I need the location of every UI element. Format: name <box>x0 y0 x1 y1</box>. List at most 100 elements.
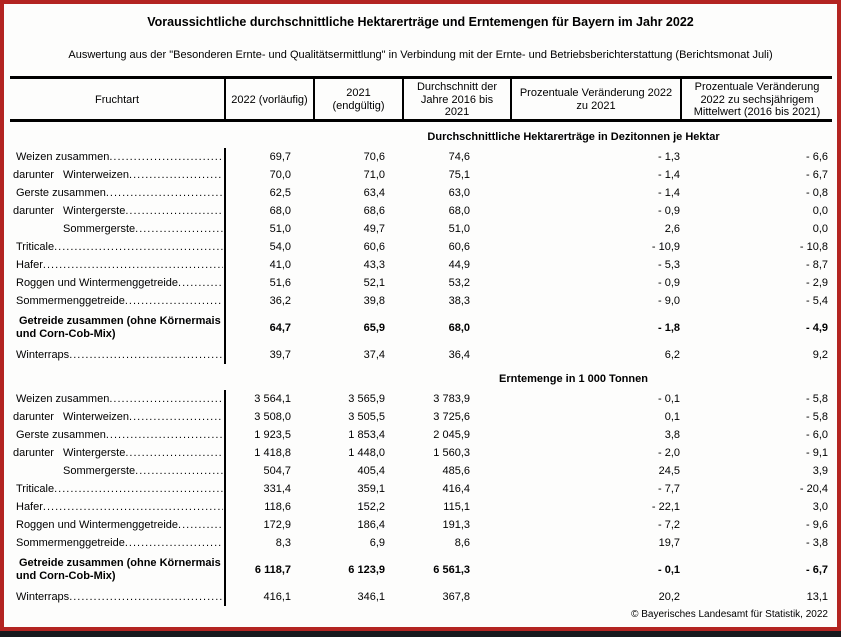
dot-leader <box>69 591 223 603</box>
row-label-text: Hafer <box>16 501 43 513</box>
cell-value: - 5,4 <box>805 295 828 307</box>
cell-value: 68,0 <box>448 322 470 334</box>
cell-value: 39,8 <box>363 295 385 307</box>
table-row: Sommermenggetreide 36,2 39,8 38,3 - 9,0 - 5,4 <box>10 292 832 310</box>
row-label: Sommermenggetreide <box>13 537 223 549</box>
table-row: Sommergerste 504,7 405,4 485,6 24,5 3,9 <box>10 462 832 480</box>
cell-value: 3 508,0 <box>254 411 291 423</box>
row-label-text: Roggen und Wintermenggetreide <box>16 519 179 531</box>
cell-value: 60,6 <box>363 241 385 253</box>
cell-value: 63,4 <box>363 187 385 199</box>
cell-value: 65,9 <box>363 322 385 334</box>
cell-value: - 1,3 <box>657 151 680 163</box>
row-label-text: Weizen zusammen <box>16 151 110 163</box>
bottom-bar <box>0 631 841 637</box>
cell-value: 3 505,5 <box>348 411 385 423</box>
row-label-text: Roggen und Wintermenggetreide <box>16 277 179 289</box>
row-label-text: Gerste zusammen <box>16 429 106 441</box>
row-label-cell: Winterraps <box>10 588 226 606</box>
row-label: Triticale <box>13 241 223 253</box>
cell-value: - 1,4 <box>657 187 680 199</box>
cell-value: 71,0 <box>363 169 385 181</box>
cell-value: 6,2 <box>664 349 680 361</box>
row-label-text: Triticale <box>16 241 55 253</box>
row-label-text: Hafer <box>16 259 43 271</box>
cell-value: 8,6 <box>454 537 470 549</box>
table-row: Triticale 54,0 60,6 60,6 - 10,9 - 10,8 <box>10 238 832 256</box>
copyright-notice: © Bayerisches Landesamt für Statistik, 2… <box>631 609 828 620</box>
table-row: Roggen und Wintermenggetreide 51,6 52,1 53,… <box>10 274 832 292</box>
cell-value: 43,3 <box>363 259 385 271</box>
row-label-cell: darunter Wintergerste <box>10 444 226 462</box>
dot-leader <box>54 483 223 495</box>
cell-value: 64,7 <box>269 322 291 334</box>
section-hektarertraege: Durchschnittliche Hektarerträge in Dezit… <box>10 122 832 364</box>
row-label-cell: darunter Wintergerste <box>10 202 226 220</box>
cell-value: 191,3 <box>442 519 470 531</box>
cell-value: - 0,8 <box>805 187 828 199</box>
dot-leader <box>54 241 223 253</box>
cell-value: 24,5 <box>658 465 680 477</box>
table-row: Getreide zusammen (ohne Körnermais und C… <box>10 310 832 346</box>
cell-value: 172,9 <box>263 519 291 531</box>
row-label: Hafer <box>13 259 223 271</box>
cell-value: - 0,9 <box>657 277 680 289</box>
dot-leader <box>106 187 223 199</box>
dot-leader <box>178 277 223 289</box>
cell-value: - 1,8 <box>657 322 680 334</box>
cell-value: 19,7 <box>658 537 680 549</box>
cell-value: 1 418,8 <box>254 447 291 459</box>
statistics-table: Fruchtart 2022 (vorläufig) 2021 (endgült… <box>10 76 832 606</box>
row-prefix: darunter <box>13 169 54 181</box>
cell-value: 504,7 <box>263 465 291 477</box>
row-prefix: darunter <box>13 411 54 423</box>
cell-value: 152,2 <box>357 501 385 513</box>
cell-value: 0,1 <box>664 411 680 423</box>
cell-value: - 7,2 <box>657 519 680 531</box>
row-label: darunter Winterweizen <box>13 169 223 181</box>
row-label-text: Wintergerste <box>63 447 126 459</box>
row-label: Weizen zusammen <box>13 393 223 405</box>
cell-value: 75,1 <box>448 169 470 181</box>
row-label: Weizen zusammen <box>13 151 223 163</box>
cell-value: 3 564,1 <box>254 393 291 405</box>
cell-value: - 0,9 <box>657 205 680 217</box>
dot-leader <box>129 169 223 181</box>
row-label-text: Sommermenggetreide <box>16 295 125 307</box>
dot-leader <box>129 411 223 423</box>
table-row: Roggen und Wintermenggetreide 172,9 186,4 1… <box>10 516 832 534</box>
row-label: Winterraps <box>13 591 223 603</box>
page-title: Voraussichtliche durchschnittliche Hekta… <box>147 15 694 29</box>
cell-value: 331,4 <box>263 483 291 495</box>
cell-value: 2 045,9 <box>433 429 470 441</box>
table-row: Gerste zusammen 62,5 63,4 63,0 - 1,4 - 0,8 <box>10 184 832 202</box>
cell-value: 54,0 <box>269 241 291 253</box>
cell-value: 68,0 <box>448 205 470 217</box>
row-label-text: Winterraps <box>16 349 70 361</box>
cell-value: 51,0 <box>448 223 470 235</box>
cell-value: - 0,1 <box>657 564 680 576</box>
dot-leader <box>109 151 223 163</box>
row-label-cell: Sommermenggetreide <box>10 292 226 310</box>
row-label: Winterraps <box>13 349 223 361</box>
cell-value: - 7,7 <box>657 483 680 495</box>
dot-leader <box>125 295 223 307</box>
cell-value: 3 725,6 <box>433 411 470 423</box>
cell-value: - 6,6 <box>805 151 828 163</box>
cell-value: 74,6 <box>448 151 470 163</box>
cell-value: 0,0 <box>812 205 828 217</box>
cell-value: 68,0 <box>269 205 291 217</box>
row-label-cell: Weizen zusammen <box>10 148 226 166</box>
cell-value: 3 565,9 <box>348 393 385 405</box>
column-header-2021: 2021 (endgültig) <box>315 79 404 121</box>
cell-value: 52,1 <box>363 277 385 289</box>
dot-leader <box>43 259 223 271</box>
cell-value: - 5,3 <box>657 259 680 271</box>
row-label-cell: Triticale <box>10 238 226 256</box>
cell-value: 37,4 <box>363 349 385 361</box>
row-label-cell: Roggen und Wintermenggetreide <box>10 274 226 292</box>
cell-value: 36,2 <box>269 295 291 307</box>
table-row: darunter Winterweizen 70,0 71,0 75,1 - 1,4 - 6… <box>10 166 832 184</box>
row-label-text: Wintergerste <box>63 205 126 217</box>
